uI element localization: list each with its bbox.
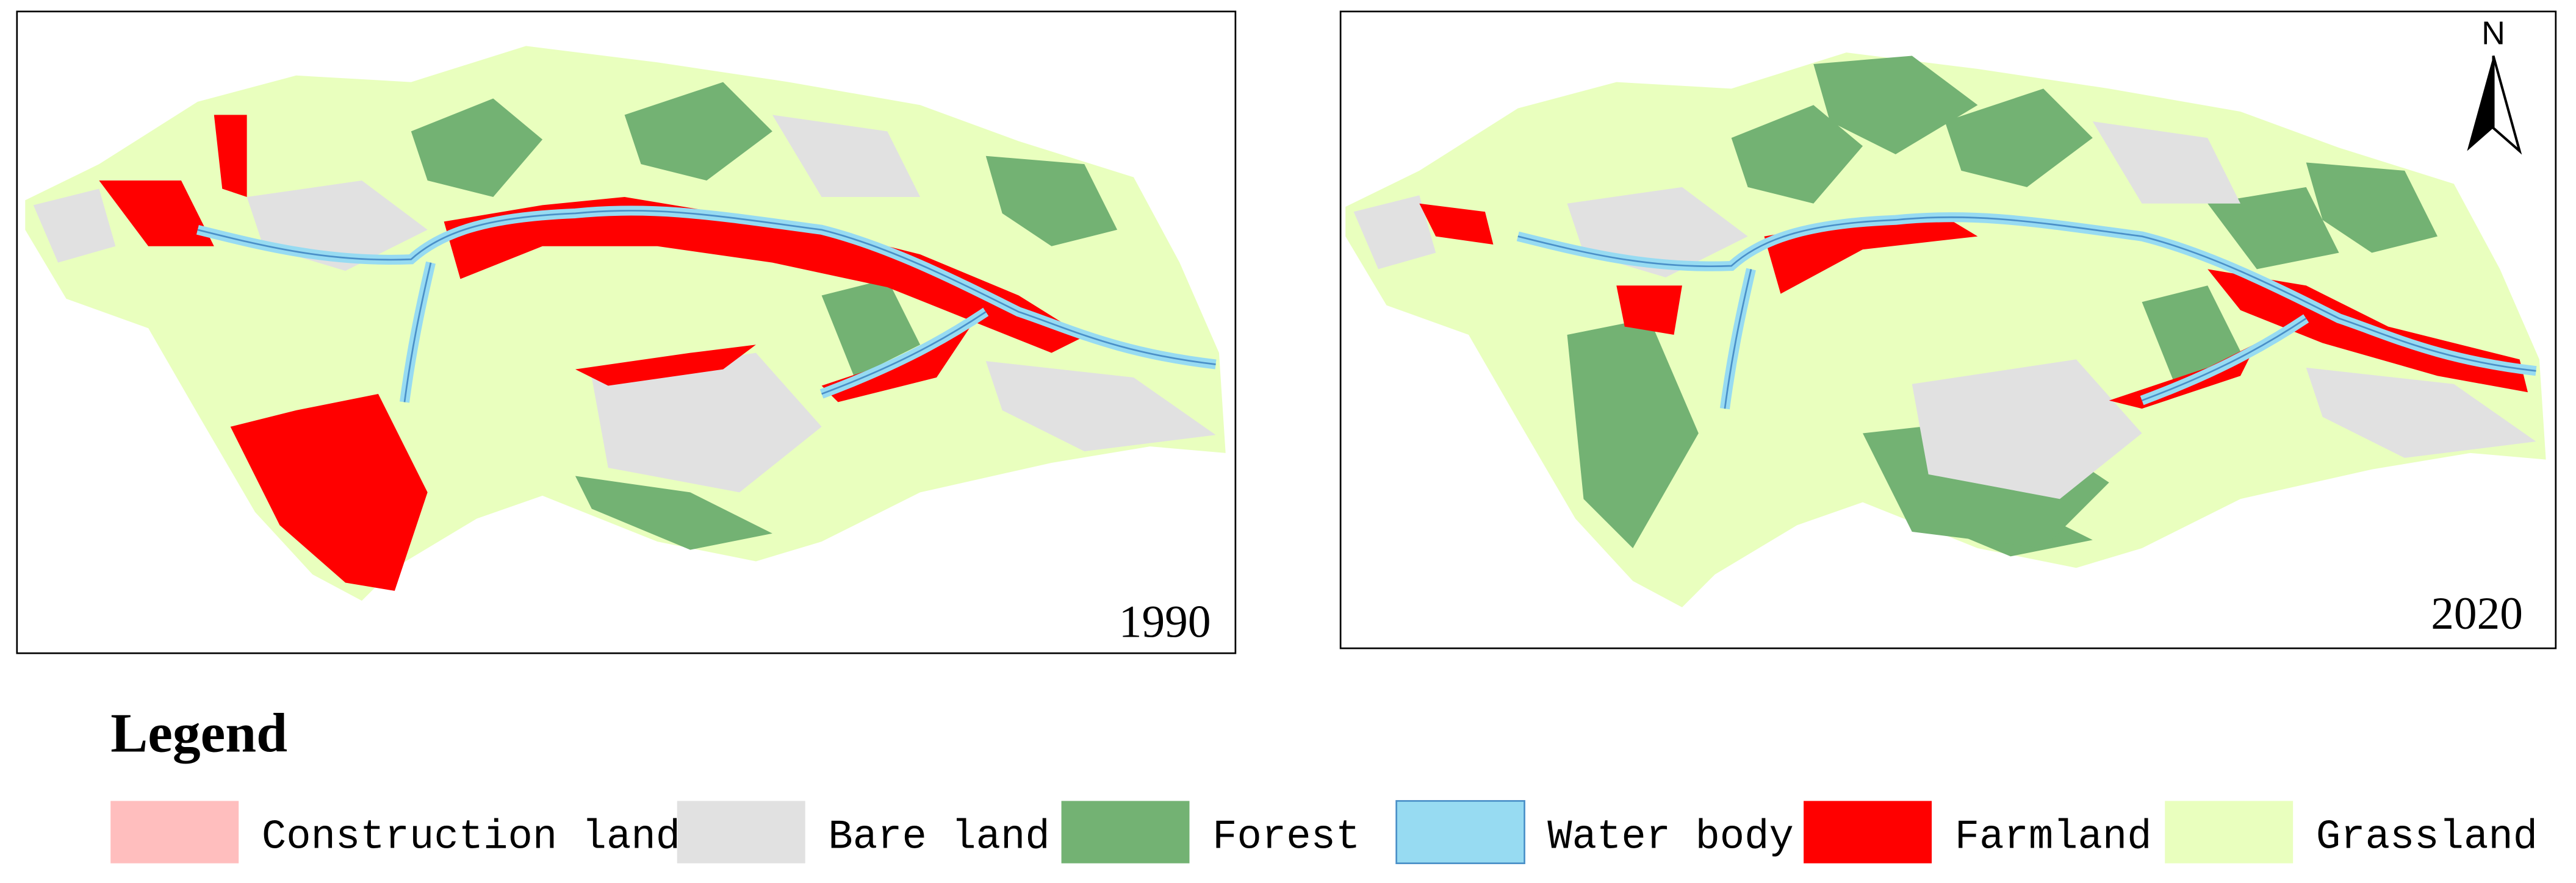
north-label: N bbox=[2481, 15, 2505, 52]
legend: Construction land Bare land Forest Water bo… bbox=[110, 800, 2538, 865]
legend-label: Farmland bbox=[1955, 814, 2152, 860]
year-label: 1990 bbox=[1119, 596, 1211, 647]
legend-swatch bbox=[110, 801, 239, 863]
legend-label: Water body bbox=[1547, 814, 1794, 860]
legend-swatch bbox=[677, 801, 805, 863]
year-label: 2020 bbox=[2431, 588, 2523, 639]
map-frame bbox=[16, 10, 1237, 654]
legend-label: Forest bbox=[1212, 814, 1360, 860]
arrow-right bbox=[2492, 55, 2522, 155]
legend-swatch bbox=[1395, 800, 1525, 865]
legend-swatch bbox=[1804, 801, 1932, 863]
legend-label: Grassland bbox=[2316, 814, 2538, 860]
legend-title: Legend bbox=[110, 702, 287, 764]
map-2020 bbox=[1345, 52, 2546, 607]
legend-label: Construction land bbox=[262, 814, 680, 860]
legend-swatch bbox=[1061, 801, 1190, 863]
map-1990: 1990 bbox=[25, 46, 1226, 647]
map-frame bbox=[1339, 10, 2557, 649]
arrow-left bbox=[2467, 55, 2494, 151]
legend-label: Bare land bbox=[828, 814, 1049, 860]
legend-swatch bbox=[2165, 801, 2294, 863]
north-arrow: N bbox=[2467, 15, 2522, 155]
